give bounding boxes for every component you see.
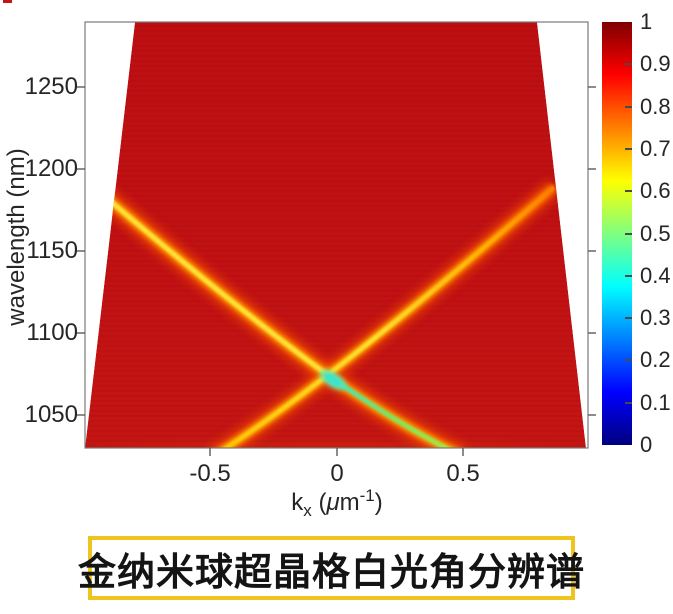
y-tick-label-1200: 1200 [24, 155, 78, 182]
y-axis-ticks-left [77, 86, 85, 416]
x-axis-symbol: k [291, 489, 304, 516]
colorbar-label-05: 0.5 [640, 221, 671, 246]
x-axis-subscript: x [303, 500, 312, 520]
colorbar [602, 22, 632, 445]
y-tick-label-1250: 1250 [24, 73, 78, 100]
y-tick-label-1150: 1150 [26, 237, 78, 264]
x-axis-ticks [209, 448, 464, 456]
y-axis-title: wavelength (nm) [3, 148, 30, 326]
x-tick-label-0: 0 [330, 460, 344, 487]
caption-box: 金纳米球超晶格白光角分辨谱 [78, 536, 584, 600]
colorbar-label-06: 0.6 [640, 178, 671, 203]
x-axis-title: kx (μm-1) [291, 486, 382, 521]
branch-negative-core-upper [100, 192, 331, 379]
colorbar-label-02: 0.2 [640, 347, 671, 372]
x-axis-unit-close: ) [374, 489, 383, 516]
anticrossing-dip-core [325, 373, 341, 387]
x-axis-unit-m: m [339, 489, 360, 516]
anticrossing-dip [319, 369, 347, 391]
colorbar-tick [625, 359, 632, 361]
branch-negative-core-lower [327, 373, 464, 448]
crop-artifact-red-mark [3, 0, 12, 3]
branch-positive-core [212, 185, 556, 448]
colorbar-label-1: 1 [640, 9, 653, 34]
x-tick-label-neg05: -0.5 [189, 460, 231, 487]
y-axis-ticks-right [588, 86, 596, 416]
y-tick-label-1100: 1100 [26, 319, 78, 346]
colorbar-tick [625, 190, 632, 192]
colorbar-tick [625, 317, 632, 319]
caption-text: 金纳米球超晶格白光角分辨谱 [78, 551, 586, 594]
colorbar-label-0: 0 [640, 432, 653, 457]
colorbar-label-08: 0.8 [640, 94, 671, 119]
colorbar-tick [625, 275, 632, 277]
colorbar-label-09: 0.9 [640, 51, 671, 76]
x-tick-label-05: 0.5 [446, 460, 480, 487]
colorbar-tick [625, 106, 632, 108]
colorbar-label-03: 0.3 [640, 305, 671, 330]
x-axis-mu: μ [326, 489, 340, 516]
colorbar-label-07: 0.7 [640, 136, 671, 161]
x-axis-unit-open: ( [311, 489, 327, 516]
x-axis-exponent: -1 [359, 486, 375, 505]
colorbar-tick [625, 233, 632, 235]
colorbar-tick [625, 148, 632, 150]
colorbar-tick [625, 63, 632, 65]
y-tick-label-1050: 1050 [24, 401, 78, 428]
colorbar-label-04: 0.4 [640, 263, 671, 288]
colorbar-tick [625, 402, 632, 404]
heatmap-data-region [85, 22, 586, 448]
colorbar-label-01: 0.1 [640, 390, 671, 415]
